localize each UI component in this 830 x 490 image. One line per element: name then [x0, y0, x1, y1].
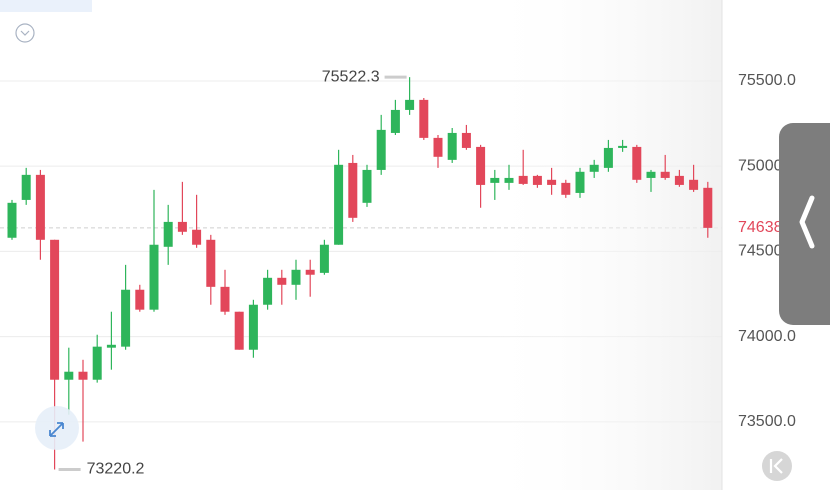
candle-body: [121, 289, 131, 347]
candle-body: [518, 175, 528, 184]
candle-body: [476, 146, 486, 185]
candle-body: [405, 99, 415, 110]
candle-body: [433, 137, 443, 157]
back-to-latest-button[interactable]: [762, 451, 792, 481]
candle-body: [447, 132, 457, 160]
candle-body: [78, 371, 88, 380]
min-label: 73220.2: [87, 461, 145, 478]
y-tick-label: 75500.0: [738, 72, 796, 89]
candle-body: [461, 132, 471, 148]
candle-body: [248, 304, 258, 350]
last-price-label: 74638: [738, 219, 783, 236]
candle-body: [419, 99, 429, 138]
candle-body: [561, 182, 571, 195]
candle-body: [348, 162, 358, 218]
expand-button[interactable]: [35, 406, 79, 450]
candle-body: [334, 164, 344, 245]
candle-body: [504, 177, 514, 183]
side-panel-handle[interactable]: [779, 123, 830, 325]
candle-body: [135, 289, 145, 310]
candle-body: [660, 171, 670, 178]
candle-body: [50, 239, 60, 380]
candle-body: [149, 244, 159, 310]
candle-body: [92, 346, 102, 380]
candle-body: [618, 145, 628, 148]
candle-body: [603, 147, 613, 168]
candle-body: [319, 244, 329, 273]
y-tick-label: 74000.0: [738, 328, 796, 345]
candle-body: [305, 269, 315, 275]
candle-body: [21, 174, 31, 200]
candle-body: [7, 202, 17, 238]
candle-body: [575, 171, 585, 193]
candle-body: [674, 175, 684, 185]
candle-body: [206, 239, 216, 287]
candle-body: [220, 286, 230, 312]
max-label: 75522.3: [322, 68, 380, 85]
candle-body: [106, 344, 116, 348]
candle-body: [177, 221, 187, 232]
candle-body: [291, 269, 301, 285]
y-tick-label: 73500.0: [738, 413, 796, 430]
last-price-bg: [723, 217, 783, 238]
candle-body: [589, 164, 599, 172]
candle-body: [192, 229, 202, 245]
candle-body: [390, 109, 400, 133]
candle-body: [646, 171, 656, 178]
candle-body: [277, 277, 287, 285]
candle-body: [632, 146, 642, 180]
candle-body: [35, 174, 45, 240]
candle-body: [376, 129, 386, 170]
candle-body: [490, 177, 500, 183]
candle-body: [64, 371, 74, 380]
candle-body: [362, 169, 372, 203]
shade: [480, 0, 722, 490]
candle-body: [234, 311, 244, 350]
collapse-button[interactable]: [15, 23, 35, 43]
candle-body: [689, 179, 699, 190]
candle-body: [547, 179, 557, 185]
candle-body: [163, 221, 173, 247]
candle-body: [263, 277, 273, 305]
top-tab[interactable]: [0, 0, 92, 12]
candle-body: [532, 175, 542, 185]
candle-body: [703, 187, 713, 228]
